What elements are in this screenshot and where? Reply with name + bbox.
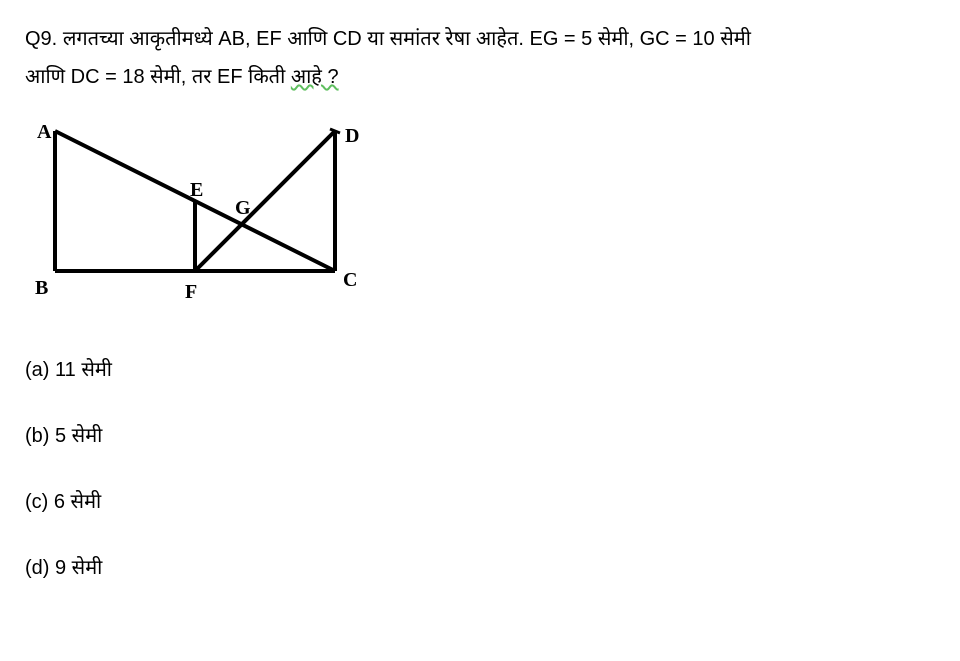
label-c: C [343, 261, 357, 299]
question-number: Q9. [25, 28, 57, 50]
question-line1: लगतच्या आकृतीमध्ये AB, EF आणि CD या समां… [63, 28, 751, 50]
option-a: (a) 11 सेमी [25, 351, 935, 389]
question-text: Q9. लगतच्या आकृतीमध्ये AB, EF आणि CD या … [25, 20, 935, 96]
geometry-figure: A B C D E F G [35, 111, 365, 301]
label-d: D [345, 117, 359, 155]
label-a: A [37, 113, 51, 151]
label-g: G [235, 189, 251, 227]
label-b: B [35, 269, 48, 307]
label-e: E [190, 171, 203, 209]
option-b: (b) 5 सेमी [25, 417, 935, 455]
option-d: (d) 9 सेमी [25, 549, 935, 587]
question-line2b: आहे ? [291, 66, 339, 88]
label-f: F [185, 273, 197, 311]
question-line2a: आणि DC = 18 सेमी, तर EF किती [25, 66, 291, 88]
option-c: (c) 6 सेमी [25, 483, 935, 521]
options-list: (a) 11 सेमी (b) 5 सेमी (c) 6 सेमी (d) 9 … [25, 351, 935, 587]
